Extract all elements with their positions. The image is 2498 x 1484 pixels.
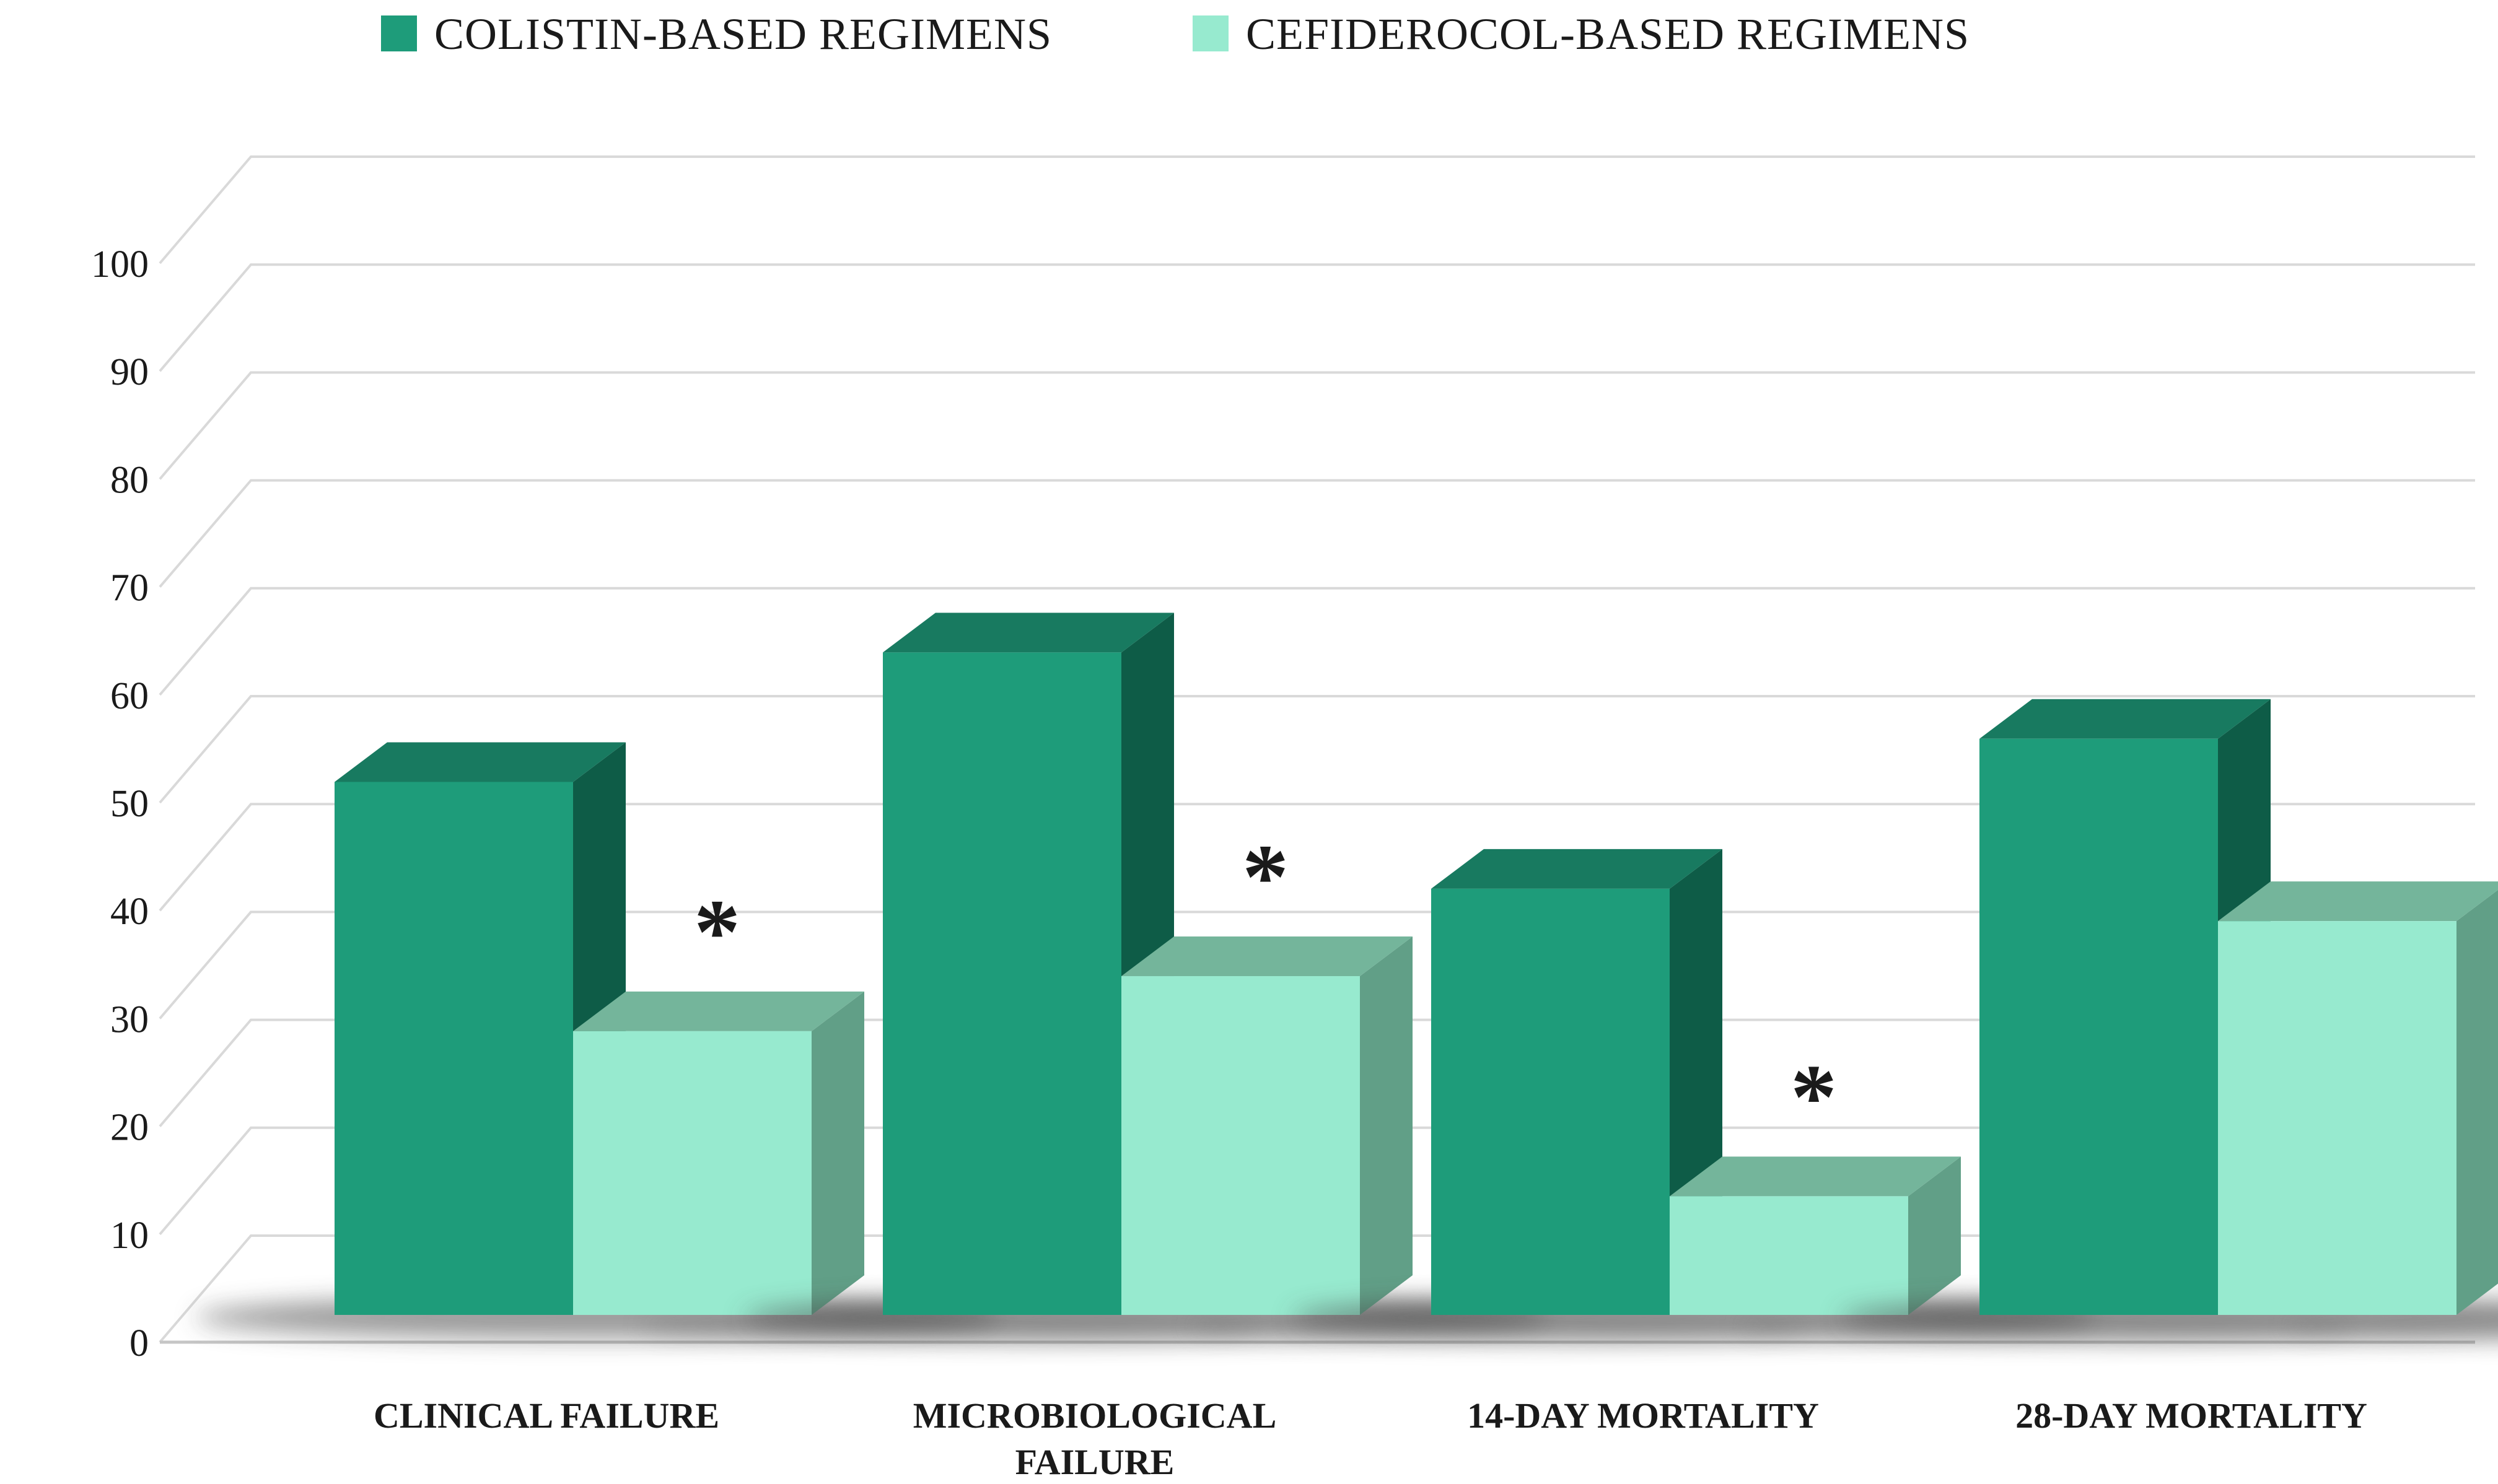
gridline — [159, 587, 2475, 696]
gridline — [159, 371, 2475, 480]
bar-group: * — [743, 613, 1806, 1341]
bar-group: * — [1292, 849, 2354, 1341]
gridlines — [159, 155, 2475, 1343]
y-tick-label: 60 — [110, 675, 149, 717]
category-label: 14-DAY MORTALITY — [1467, 1395, 1819, 1436]
bar-top-face — [335, 742, 626, 782]
category-label: MICROBIOLOGICAL FAILURE — [913, 1395, 1277, 1482]
legend-label: CEFIDEROCOL-BASED REGIMENS — [1246, 9, 1970, 59]
gridline — [159, 695, 2475, 804]
legend: COLISTIN-BASED REGIMENS CEFIDEROCOL-BASED… — [381, 9, 1970, 59]
bar-top-face — [1979, 699, 2271, 739]
legend-item: CEFIDEROCOL-BASED REGIMENS — [1193, 9, 1970, 59]
significance-asterisk: * — [694, 881, 740, 984]
bar-front-face — [1121, 976, 1360, 1315]
category-label: 28-DAY MORTALITY — [2015, 1395, 2367, 1436]
y-axis-tick-labels: 0 10 20 30 40 50 60 70 80 90 100 — [91, 243, 149, 1364]
bar-3d — [2218, 881, 2498, 1315]
gridline — [159, 263, 2475, 372]
bar-front-face — [1670, 1196, 1908, 1315]
y-tick-label: 10 — [110, 1215, 149, 1257]
bar-side-face — [2456, 889, 2498, 1315]
y-tick-label: 80 — [110, 459, 149, 501]
legend-item: COLISTIN-BASED REGIMENS — [381, 9, 1052, 59]
bar-3d — [1670, 1156, 1961, 1315]
y-tick-label: 40 — [110, 891, 149, 933]
bar-top-face — [573, 991, 864, 1031]
significance-asterisk: * — [1242, 826, 1289, 928]
bar-top-face — [1121, 936, 1413, 977]
y-tick-label: 30 — [110, 998, 149, 1041]
gridline — [159, 803, 2475, 912]
bar-front-face — [1979, 738, 2218, 1315]
bar-front-face — [335, 782, 573, 1315]
bar-front-face — [883, 652, 1121, 1315]
bar-3d — [573, 991, 864, 1315]
legend-label: COLISTIN-BASED REGIMENS — [434, 9, 1052, 59]
legend-swatch — [1193, 15, 1229, 51]
significance-asterisk: * — [1790, 1045, 1837, 1148]
bar-3d — [1121, 936, 1413, 1315]
bar-3d — [1431, 849, 1722, 1315]
y-tick-label: 70 — [110, 567, 149, 609]
y-tick-label: 20 — [110, 1107, 149, 1149]
legend-swatch — [381, 15, 417, 51]
gridline — [159, 1018, 2475, 1127]
y-tick-label: 0 — [129, 1322, 149, 1364]
bar-top-face — [1670, 1156, 1961, 1197]
y-tick-label: 90 — [110, 351, 149, 393]
bar-3d — [883, 613, 1174, 1315]
bar-top-face — [1431, 849, 1722, 889]
gridline — [159, 1126, 2475, 1236]
bar-group — [1840, 699, 2498, 1340]
bar-side-face — [1908, 1156, 1961, 1315]
gridline — [159, 155, 2475, 264]
bar-top-face — [883, 613, 1174, 653]
bar-shadow-streak — [2283, 1312, 2498, 1340]
bar-front-face — [2218, 921, 2456, 1315]
y-tick-label: 100 — [91, 243, 149, 286]
bar-side-face — [812, 991, 864, 1315]
bar-front-face — [1431, 888, 1670, 1315]
category-label: CLINICAL FAILURE — [374, 1395, 719, 1436]
gridline — [159, 479, 2475, 588]
bar-top-face — [2218, 881, 2498, 922]
y-tick-label: 50 — [110, 783, 149, 825]
bar-front-face — [573, 1031, 812, 1315]
bar-side-face — [1360, 936, 1413, 1315]
gridline — [159, 910, 2475, 1019]
